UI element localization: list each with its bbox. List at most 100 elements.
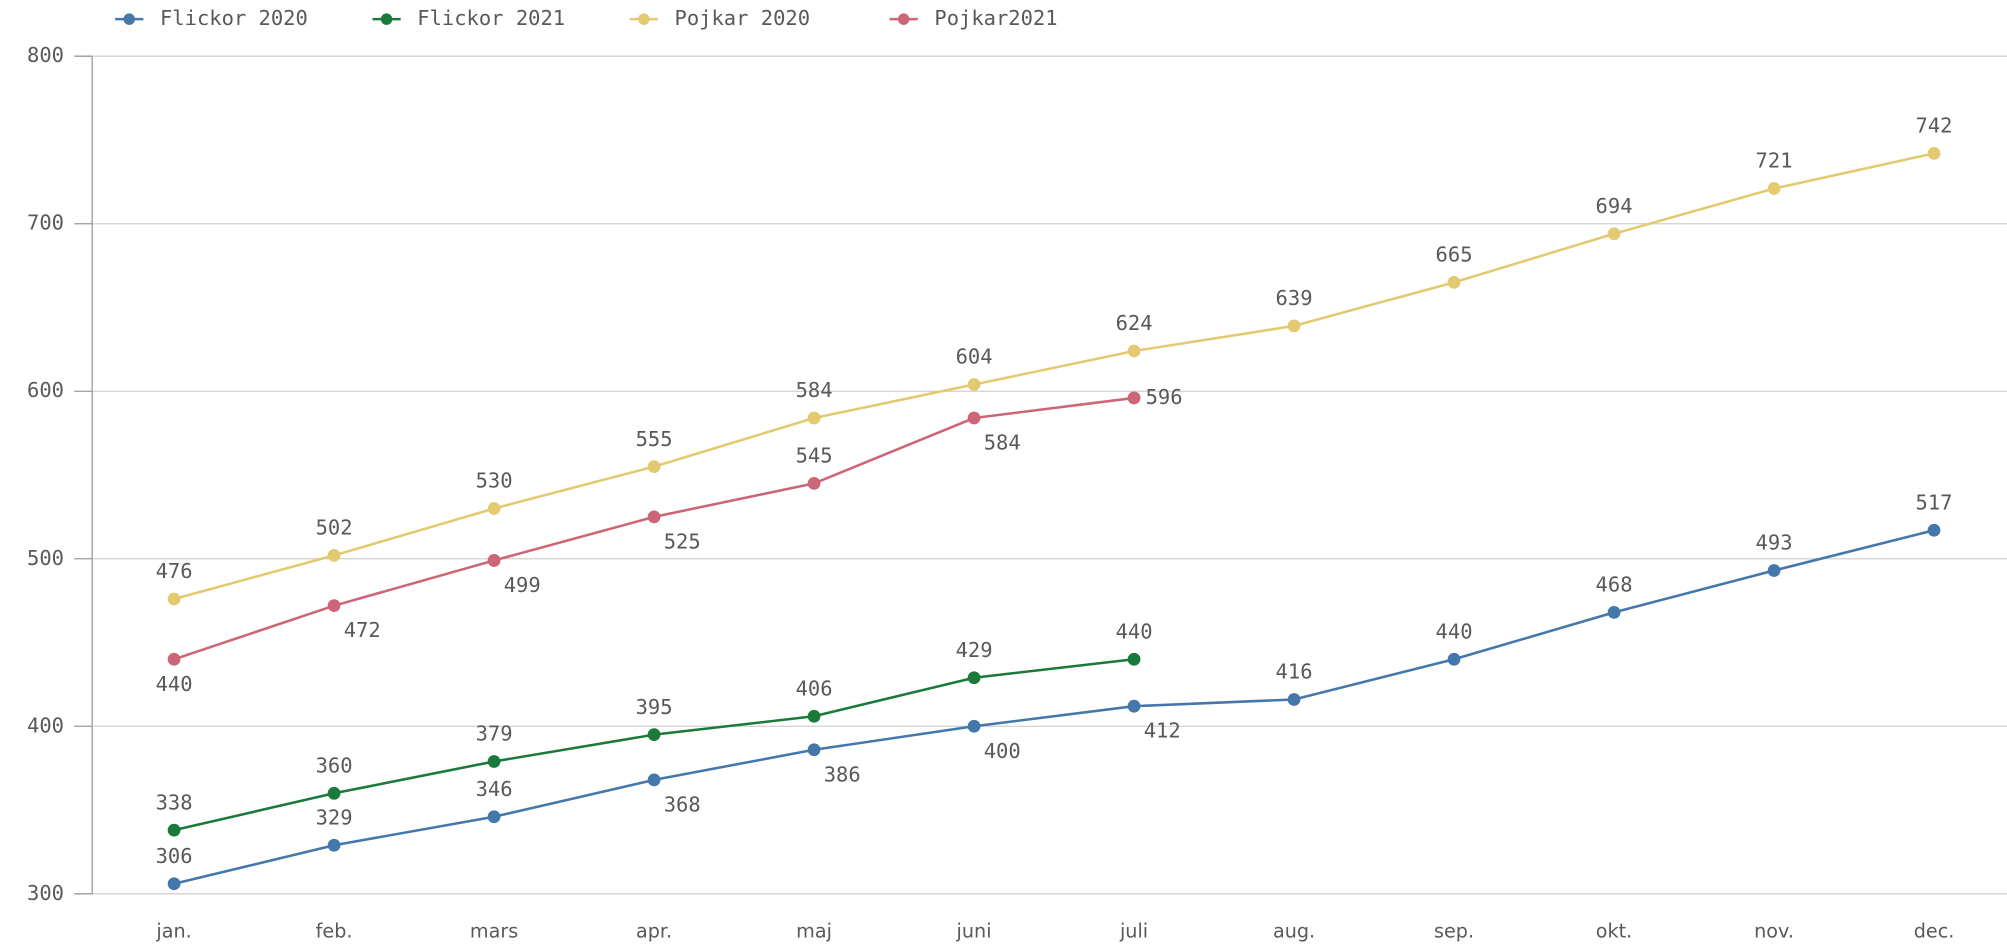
legend-marker	[638, 13, 650, 25]
data-label: 468	[1596, 573, 1633, 597]
data-label: 742	[1916, 114, 1953, 138]
data-point	[807, 411, 821, 425]
y-tick-label: 600	[27, 378, 64, 402]
data-label: 584	[796, 378, 833, 402]
y-tick-label: 500	[27, 546, 64, 570]
data-point	[327, 549, 341, 562]
x-tick-label: juli	[1119, 920, 1148, 943]
data-point	[1927, 523, 1941, 537]
data-point	[1447, 275, 1461, 289]
data-label: 604	[956, 345, 993, 369]
data-label: 472	[344, 618, 381, 642]
data-point	[807, 743, 821, 757]
data-label: 368	[664, 792, 701, 816]
data-point	[1447, 652, 1461, 666]
data-label: 694	[1596, 194, 1633, 218]
x-tick-label: maj	[796, 920, 832, 943]
y-tick-label: 700	[27, 211, 64, 235]
data-point	[1607, 605, 1621, 619]
data-point	[1127, 699, 1141, 713]
legend-label: Pojkar 2020	[675, 6, 811, 30]
data-label: 379	[476, 722, 513, 746]
data-point	[167, 652, 181, 666]
data-point	[967, 719, 981, 733]
data-label: 525	[664, 529, 701, 553]
legend-marker	[123, 13, 136, 25]
data-point	[1127, 652, 1141, 666]
data-label: 346	[476, 777, 513, 801]
data-label: 499	[504, 573, 541, 597]
data-label: 476	[156, 559, 193, 583]
data-point	[1767, 182, 1781, 195]
x-tick-label: feb.	[316, 920, 353, 943]
data-point	[1287, 319, 1301, 333]
data-label: 338	[156, 790, 193, 814]
data-point	[1287, 693, 1301, 706]
y-tick-label: 400	[27, 713, 64, 737]
data-label: 639	[1276, 286, 1313, 310]
legend-marker	[897, 13, 910, 25]
data-point	[967, 378, 981, 391]
data-label: 493	[1756, 531, 1793, 555]
data-point	[1767, 564, 1781, 577]
data-point	[647, 773, 661, 787]
data-label: 406	[796, 676, 833, 700]
data-label: 386	[824, 762, 861, 786]
data-label: 395	[636, 695, 673, 719]
y-tick-label: 300	[27, 881, 64, 905]
data-label: 502	[316, 516, 353, 540]
data-label: 545	[796, 444, 833, 468]
data-point	[807, 709, 821, 723]
legend-label: Pojkar2021	[934, 6, 1057, 30]
legend-marker	[380, 13, 393, 25]
data-label: 429	[956, 638, 993, 662]
data-label: 306	[156, 844, 193, 868]
data-label: 721	[1756, 149, 1793, 173]
x-tick-label: dec.	[1914, 920, 1955, 943]
x-tick-label: aug.	[1273, 920, 1315, 943]
data-point	[167, 823, 181, 837]
data-point	[327, 786, 341, 800]
data-label: 329	[316, 805, 353, 829]
x-tick-label: apr.	[636, 920, 672, 943]
x-tick-label: nov.	[1754, 920, 1794, 943]
data-label: 517	[1916, 490, 1953, 514]
legend-label: Flickor 2021	[417, 6, 565, 30]
data-label: 624	[1116, 311, 1153, 335]
data-label: 440	[1436, 619, 1473, 643]
data-point	[487, 755, 501, 768]
x-tick-label: sep.	[1434, 920, 1474, 943]
y-tick-label: 800	[27, 43, 64, 67]
data-label: 584	[984, 431, 1021, 455]
data-point	[1927, 146, 1941, 160]
data-point	[967, 411, 981, 425]
data-label: 400	[984, 739, 1021, 763]
legend-label: Flickor 2020	[160, 6, 308, 30]
x-tick-label: mars	[470, 920, 518, 943]
data-point	[327, 599, 341, 613]
data-point	[487, 502, 501, 515]
data-point	[967, 671, 981, 685]
data-point	[167, 592, 181, 606]
data-point	[647, 728, 661, 742]
data-point	[1607, 227, 1621, 241]
data-label: 555	[636, 427, 673, 451]
data-point	[1127, 391, 1141, 405]
data-point	[327, 838, 341, 852]
data-point	[1127, 344, 1141, 358]
data-label: 416	[1276, 660, 1313, 684]
data-point	[647, 510, 661, 524]
data-label: 360	[316, 754, 353, 778]
data-label: 440	[1116, 619, 1153, 643]
data-point	[167, 877, 181, 891]
data-point	[647, 460, 661, 474]
data-point	[807, 476, 821, 490]
data-label: 665	[1436, 243, 1473, 267]
x-tick-label: juni	[956, 920, 992, 943]
x-tick-label: jan.	[155, 920, 191, 943]
series-line	[173, 152, 1935, 601]
data-point	[487, 810, 501, 824]
data-label: 596	[1146, 385, 1183, 409]
